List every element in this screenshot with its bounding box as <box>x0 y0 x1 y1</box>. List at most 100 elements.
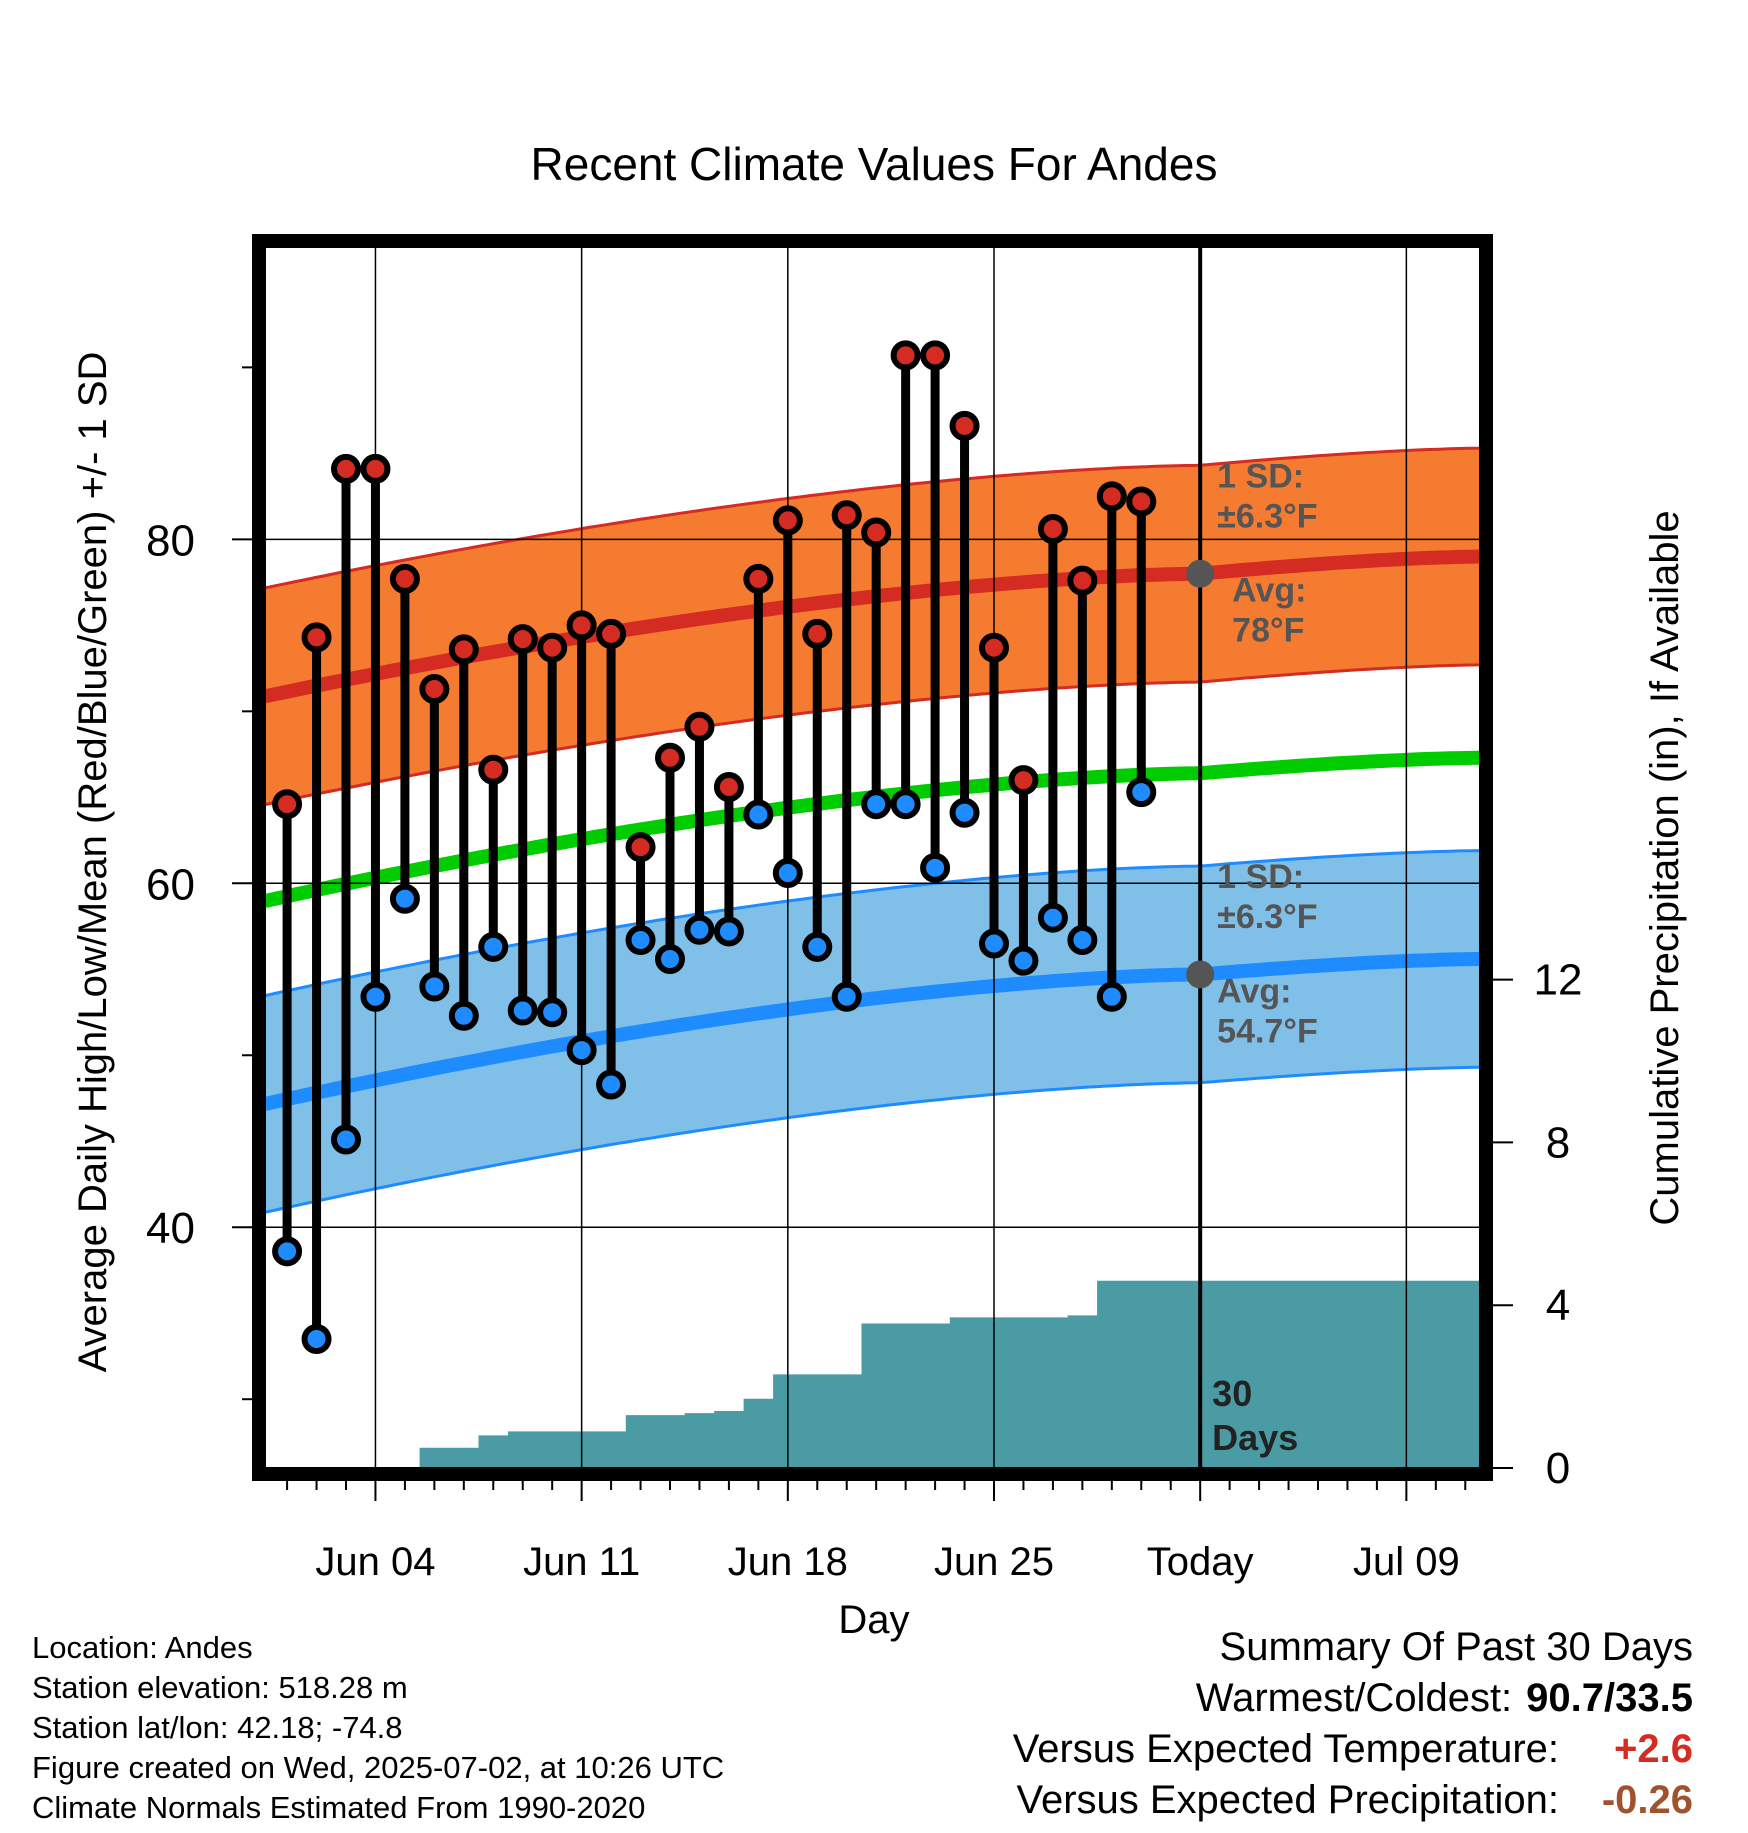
daily-high-dot <box>1067 565 1098 596</box>
warmest-label: Warmest/Coldest: <box>1195 1676 1513 1720</box>
temp-value: +2.6 <box>1614 1727 1693 1771</box>
daily-high-dot <box>272 789 303 820</box>
daily-low-dot <box>360 981 391 1012</box>
today-days-label: 30 <box>1212 1373 1252 1414</box>
y-tick-label: 40 <box>146 1204 195 1253</box>
daily-high-dot <box>566 610 597 641</box>
daily-low-dot <box>478 931 509 962</box>
precip-label: Versus Expected Precipitation: <box>1016 1778 1559 1822</box>
low-sd-value: ±6.3°F <box>1217 898 1317 936</box>
daily-low-dot <box>743 799 774 830</box>
daily-low-dot <box>684 914 715 945</box>
daily-high-dot <box>949 410 980 441</box>
summary-warmest-row: Warmest/Coldest: 90.7/33.5 <box>1013 1673 1693 1724</box>
y-tick-label: 60 <box>146 860 195 909</box>
daily-low-dot <box>802 931 833 962</box>
normal-low-line <box>265 952 1480 1111</box>
daily-high-dot <box>831 500 862 531</box>
daily-high-dot <box>920 340 951 371</box>
daily-high-dot <box>301 622 332 653</box>
x-tick-label: Jun 18 <box>728 1540 848 1584</box>
daily-low-dot <box>389 883 420 914</box>
daily-low-dot <box>1067 925 1098 956</box>
precip-value: -0.26 <box>1601 1778 1693 1822</box>
daily-low-dot <box>331 1124 361 1155</box>
daily-low-dot <box>419 971 450 1002</box>
summary-precip-row: Versus Expected Precipitation: -0.26 <box>1013 1775 1693 1826</box>
daily-high-dot <box>1126 486 1157 517</box>
daily-high-dot <box>448 634 479 665</box>
daily-low-dot <box>772 857 803 888</box>
daily-low-dot <box>448 1000 479 1031</box>
x-tick-label: Jun 25 <box>934 1540 1054 1584</box>
daily-low-dot <box>1126 777 1157 808</box>
precip-area <box>272 1280 1480 1468</box>
y-tick-label: 80 <box>146 516 195 565</box>
daily-high-dot <box>743 563 774 594</box>
daily-high-dot <box>625 832 656 863</box>
summary-temp-row: Versus Expected Temperature: +2.6 <box>1013 1724 1693 1775</box>
summary-title: Summary Of Past 30 Days <box>1219 1625 1693 1669</box>
daily-low-dot <box>507 995 538 1026</box>
daily-low-dot <box>713 916 744 947</box>
daily-high-dot <box>1008 765 1039 796</box>
low-avg-label: Avg: <box>1217 972 1291 1010</box>
plot-frame <box>252 234 1493 1481</box>
daily-low-dot <box>1008 945 1039 976</box>
y2-tick-label: 0 <box>1546 1444 1570 1493</box>
low-avg-marker <box>1186 960 1215 989</box>
y2-tick-label: 8 <box>1546 1118 1570 1167</box>
x-tick-label: Jun 11 <box>523 1540 640 1584</box>
temp-label: Versus Expected Temperature: <box>1012 1727 1559 1771</box>
created-text: Figure created on Wed, 2025-07-02, at 10… <box>32 1750 725 1785</box>
daily-low-dot <box>920 852 951 883</box>
daily-high-dot <box>713 771 744 802</box>
low-sd-band <box>265 850 1480 1213</box>
high-avg-value: 78°F <box>1232 612 1304 650</box>
daily-low-dot <box>1096 981 1127 1012</box>
summary-panel: Summary Of Past 30 Days Warmest/Coldest:… <box>1013 1622 1693 1826</box>
high-sd-label: 1 SD: <box>1217 457 1304 495</box>
warmest-value: 90.7/33.5 <box>1526 1676 1693 1720</box>
daily-high-dot <box>360 453 391 484</box>
daily-high-dot <box>861 517 892 548</box>
daily-low-dot <box>566 1035 597 1066</box>
chart-title: Recent Climate Values For Andes <box>531 138 1218 190</box>
daily-low-dot <box>949 797 980 828</box>
low-band-bottom-edge <box>265 1065 1480 1214</box>
daily-high-dot <box>684 711 715 742</box>
daily-low-dot <box>655 943 685 974</box>
daily-high-dot <box>655 742 685 773</box>
y2-axis-label: Cumulative Precipitation (in), If Availa… <box>1643 510 1687 1225</box>
daily-high-dot <box>772 505 803 536</box>
x-tick-label: Jun 04 <box>315 1540 435 1584</box>
station-info: Location: Andes Station elevation: 518.2… <box>32 1628 724 1828</box>
x-axis-label: Day <box>838 1598 909 1642</box>
daily-low-dot <box>301 1324 332 1355</box>
daily-low-dot <box>1037 902 1068 933</box>
today-days-label: Days <box>1212 1417 1298 1458</box>
daily-high-dot <box>331 453 361 484</box>
daily-low-dot <box>625 925 656 956</box>
elevation-text: Station elevation: 518.28 m <box>32 1670 408 1705</box>
daily-high-dot <box>537 632 568 663</box>
high-avg-label: Avg: <box>1232 572 1306 610</box>
daily-low-dot <box>596 1069 627 1100</box>
daily-high-dot <box>596 618 627 649</box>
latlon-text: Station lat/lon: 42.18; -74.8 <box>32 1710 403 1745</box>
daily-high-dot <box>802 618 833 649</box>
x-tick-label: Jul 09 <box>1353 1540 1460 1584</box>
daily-high-dot <box>389 563 420 594</box>
high-sd-value: ±6.3°F <box>1217 497 1317 535</box>
daily-low-dot <box>537 997 568 1028</box>
low-sd-label: 1 SD: <box>1217 858 1304 896</box>
daily-low-dot <box>861 789 892 820</box>
daily-high-dot <box>1037 514 1068 545</box>
daily-high-dot <box>1096 481 1127 512</box>
daily-high-dot <box>419 673 450 704</box>
daily-high-dot <box>890 340 921 371</box>
daily-low-dot <box>272 1236 303 1267</box>
